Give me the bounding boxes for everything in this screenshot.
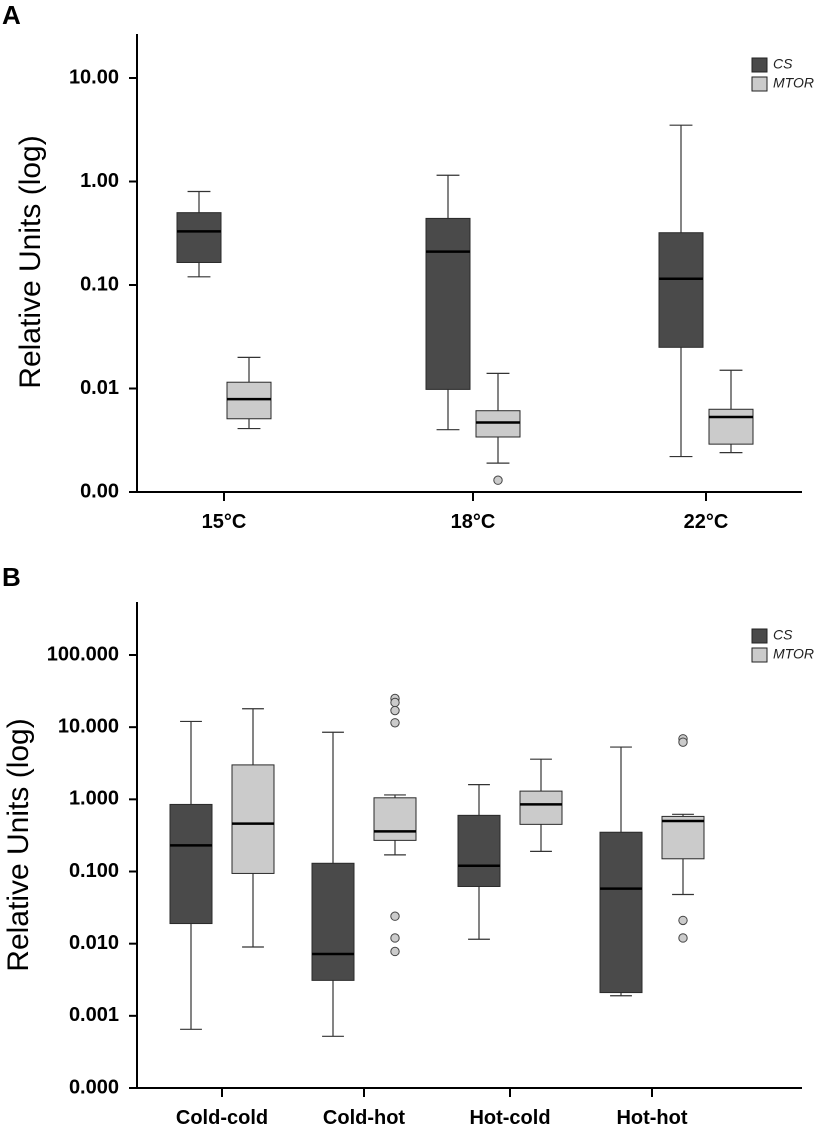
box-iqr-mtor — [373, 797, 417, 841]
x-tick-label-a: 22°C — [684, 511, 729, 533]
legend-label-cs: CS — [773, 627, 793, 643]
box-cs — [169, 720, 213, 1030]
outlier-point-mtor — [390, 697, 400, 708]
y-ticks-b: 100.000 10.000 1.000 0.100 0.010 0.001 0… — [47, 643, 137, 1098]
outlier-point-mtor — [678, 933, 688, 943]
panel-letter-b: B — [2, 562, 21, 592]
box-mtor — [226, 356, 272, 430]
box-cs — [176, 190, 222, 278]
y-tick-label-b: 1.000 — [69, 788, 119, 810]
y-tick-label-a: 0.10 — [80, 273, 119, 295]
legend-swatch-cs — [751, 57, 768, 73]
box-iqr-mtor — [708, 408, 754, 445]
y-tick-label-a: 10.00 — [69, 66, 119, 88]
box-iqr-mtor — [475, 410, 521, 438]
box-mtor — [373, 693, 417, 957]
legend-swatch-mtor — [751, 647, 768, 663]
box-cs — [425, 174, 471, 431]
box-cs — [457, 784, 501, 940]
x-tick-label-b: Cold-hot — [323, 1107, 406, 1129]
box-iqr-mtor — [519, 790, 563, 825]
y-axis-label-a: Relative Units (log) — [14, 135, 47, 388]
y-tick-label-a: 0.01 — [80, 377, 119, 399]
box-iqr-cs — [425, 217, 471, 390]
legend-b: CS MTOR — [751, 627, 814, 663]
y-tick-label-b: 0.001 — [69, 1004, 119, 1026]
box-cs — [311, 731, 355, 1037]
box-cs — [599, 746, 643, 997]
y-tick-label-b: 0.100 — [69, 860, 119, 882]
panel-a: A Relative Units (log) 10.00 1.00 0.10 0… — [2, 0, 814, 533]
y-ticks-a: 10.00 1.00 0.10 0.01 0.00 — [69, 66, 137, 502]
x-tick-label-a: 18°C — [451, 511, 496, 533]
outlier-point-mtor — [678, 915, 688, 926]
outlier-point-mtor — [390, 911, 400, 921]
outlier-point-mtor — [390, 933, 400, 943]
box-iqr-mtor — [231, 764, 275, 874]
y-tick-label-b: 100.000 — [47, 643, 119, 665]
y-tick-label-a: 0.00 — [80, 480, 119, 502]
box-iqr-mtor — [661, 815, 705, 860]
y-tick-label-b: 0.010 — [69, 932, 119, 954]
legend-swatch-cs — [751, 628, 768, 644]
box-cs — [658, 124, 704, 458]
x-tick-label-a: 15°C — [202, 511, 247, 533]
legend-label-mtor: MTOR — [773, 75, 814, 91]
box-iqr-cs — [457, 814, 501, 887]
box-mtor — [231, 708, 275, 948]
legend-label-mtor: MTOR — [773, 646, 814, 662]
y-axis-label-b: Relative Units (log) — [2, 718, 35, 971]
outlier-point-mtor — [493, 475, 503, 485]
y-tick-label-a: 1.00 — [80, 170, 119, 192]
legend-label-cs: CS — [773, 56, 793, 72]
y-tick-label-b: 0.000 — [69, 1076, 119, 1098]
box-iqr-cs — [176, 212, 222, 263]
outlier-point-mtor — [678, 737, 688, 747]
box-iqr-cs — [169, 803, 213, 925]
panel-letter-a: A — [2, 0, 21, 30]
x-tick-label-b: Cold-cold — [176, 1107, 268, 1129]
y-tick-label-b: 10.000 — [58, 715, 119, 737]
legend-a: CS MTOR — [751, 56, 814, 92]
box-mtor — [519, 758, 563, 852]
boxes-b — [169, 693, 705, 1037]
legend-swatch-mtor — [751, 76, 768, 92]
box-iqr-mtor — [226, 381, 272, 420]
boxes-a — [176, 124, 754, 485]
panel-b: B Relative Units (log) 100.000 10.000 1.… — [2, 562, 814, 1129]
outlier-point-mtor — [390, 718, 400, 728]
box-iqr-cs — [311, 862, 355, 981]
x-ticks-b: Cold-cold Cold-hot Hot-cold Hot-hot — [176, 1088, 688, 1129]
box-mtor — [708, 369, 754, 454]
box-mtor — [475, 372, 521, 485]
x-ticks-a: 15°C 18°C 22°C — [202, 492, 729, 533]
x-tick-label-b: Hot-cold — [469, 1107, 550, 1129]
box-iqr-cs — [599, 831, 643, 994]
outlier-point-mtor — [390, 946, 400, 957]
box-mtor — [661, 734, 705, 943]
outlier-point-mtor — [390, 705, 400, 716]
x-tick-label-b: Hot-hot — [616, 1107, 687, 1129]
box-iqr-cs — [658, 232, 704, 348]
